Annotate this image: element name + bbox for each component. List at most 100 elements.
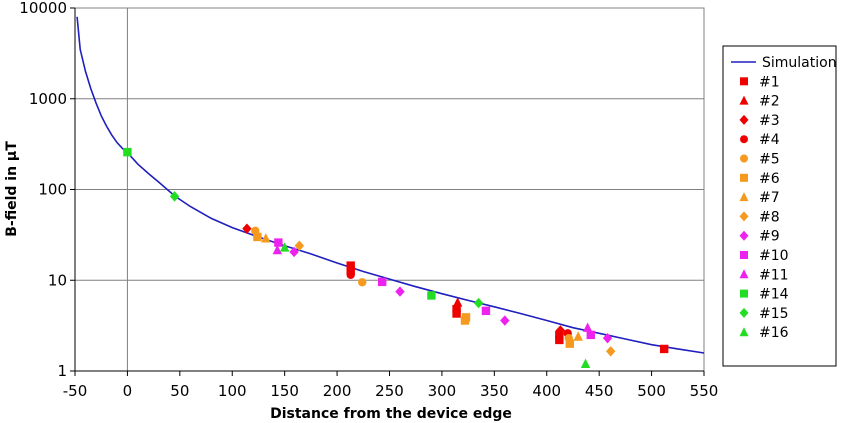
legend-label: #8 (759, 209, 780, 225)
data-point (555, 330, 564, 340)
legend-label: #2 (759, 94, 780, 110)
data-point (294, 240, 305, 251)
legend-label: #9 (759, 229, 780, 245)
series-layer (76, 16, 705, 369)
data-point (460, 316, 470, 325)
x-axis-title: Distance from the device edge (270, 406, 512, 422)
legend-swatch (740, 289, 748, 298)
series-n14 (123, 147, 436, 300)
y-tick-label: 1 (57, 362, 67, 380)
legend-swatch (739, 327, 749, 337)
data-point (377, 277, 387, 287)
data-point (123, 147, 132, 157)
x-tick-label: 200 (323, 382, 352, 400)
data-point (395, 286, 405, 297)
x-tick-label: -50 (63, 382, 88, 400)
series-n10 (274, 238, 595, 340)
data-point (605, 346, 616, 357)
data-point (169, 191, 180, 202)
series-n16 (279, 242, 591, 369)
legend-label: #10 (759, 248, 789, 264)
legend-label: #14 (759, 287, 789, 303)
legend-swatch (739, 230, 749, 241)
x-tick-label: 500 (637, 382, 666, 400)
legend-swatch (739, 269, 749, 279)
legend-label: #16 (759, 325, 789, 341)
x-tick-label: 100 (218, 382, 247, 400)
legend: Simulation #1 #2 #3 #4 #5 #6 #7 #8 #9 #10 #11 #14 #15… (722, 45, 837, 367)
legend-swatch (740, 77, 748, 86)
y-tick-label: 10 (48, 271, 67, 289)
data-point (565, 339, 575, 348)
legend-label: #15 (759, 306, 789, 322)
series-n8 (294, 240, 616, 357)
legend-swatch (739, 307, 749, 318)
series-n11 (272, 244, 593, 332)
series-n1 (346, 261, 669, 354)
legend-label: #7 (759, 190, 780, 206)
data-point (602, 332, 613, 344)
legend-swatch (740, 173, 748, 182)
legend-swatch (740, 154, 748, 163)
x-tick-label: 150 (270, 382, 299, 400)
x-tick-label: 300 (428, 382, 457, 400)
data-point (253, 232, 262, 242)
data-point (573, 331, 583, 341)
data-point (586, 330, 595, 340)
data-point (242, 223, 252, 234)
data-point (274, 238, 283, 247)
simulation-line (76, 16, 705, 354)
series-n6 (253, 232, 575, 348)
data-point (452, 304, 461, 314)
series-n3 (242, 223, 566, 336)
data-point (473, 297, 484, 309)
legend-label: #11 (759, 267, 789, 283)
data-point (555, 335, 564, 345)
data-point (481, 306, 491, 316)
legend-swatch (739, 192, 749, 202)
y-tick-label: 10000 (19, 0, 67, 17)
y-axis-title: B-field in µT (4, 141, 20, 237)
series-n2 (452, 297, 463, 307)
data-point (500, 315, 510, 326)
legend-label: #6 (759, 171, 780, 187)
data-point (279, 242, 290, 252)
series-n15 (169, 191, 484, 309)
legend-label: Simulation (762, 55, 837, 71)
data-point (452, 297, 463, 307)
legend-swatch (739, 114, 749, 125)
data-point (346, 266, 355, 275)
legend-label: #3 (759, 113, 780, 129)
legend-swatch (740, 251, 748, 259)
data-point (346, 270, 355, 279)
x-tick-label: 50 (170, 382, 189, 400)
data-point (452, 309, 461, 318)
series-n9 (289, 246, 613, 344)
series-n7 (261, 233, 583, 341)
legend-label: #5 (759, 152, 780, 168)
legend-swatch (739, 95, 749, 105)
data-point (346, 261, 355, 270)
x-tick-label: 400 (532, 382, 561, 400)
series-simulation (76, 16, 705, 354)
x-tick-label: 250 (375, 382, 404, 400)
data-point (289, 246, 299, 258)
y-tick-label: 1000 (29, 90, 67, 108)
x-tick-label: 450 (585, 382, 614, 400)
legend-label: #1 (759, 74, 780, 90)
data-point (659, 344, 669, 354)
data-point (261, 233, 271, 243)
grid-layer (74, 7, 705, 372)
x-tick-label: 550 (690, 382, 719, 400)
data-point (272, 244, 283, 255)
y-tick-label: 100 (38, 181, 67, 199)
data-point (580, 358, 591, 369)
data-point (358, 278, 367, 287)
data-point (427, 291, 436, 300)
axis-layer: 1 10 100 1000 10000 -50 0 50 100 150 200 250 300 350 4… (19, 0, 718, 400)
legend-swatch (740, 135, 748, 144)
x-tick-label: 350 (480, 382, 509, 400)
data-point (582, 322, 593, 332)
